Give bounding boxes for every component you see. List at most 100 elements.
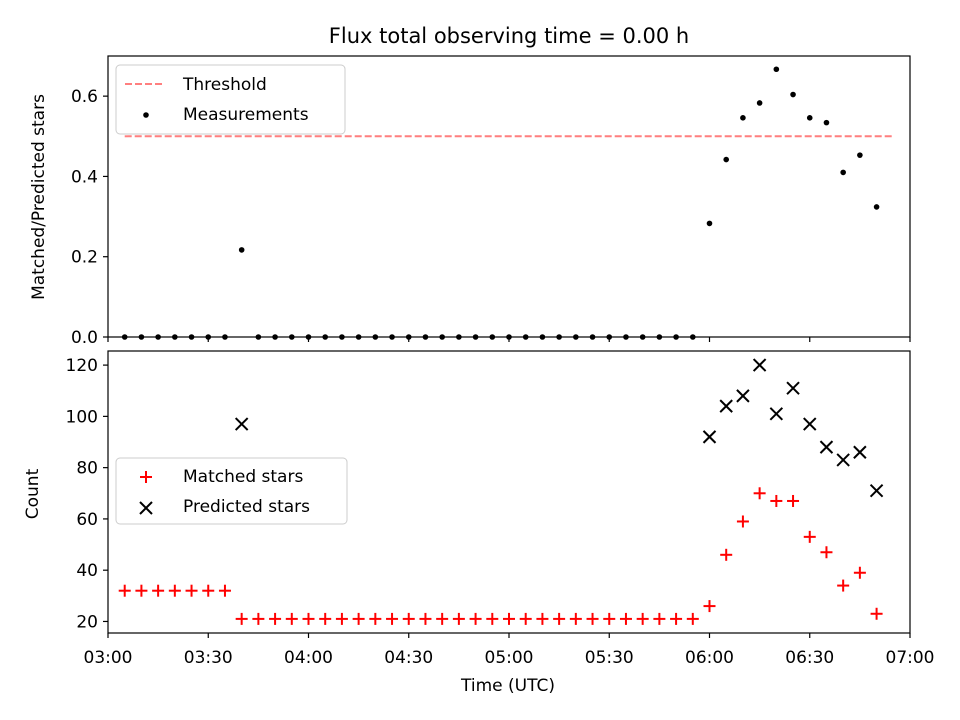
measurement-point: [806, 115, 813, 121]
matched-star-point: [135, 584, 148, 597]
bottom-y-tick-label: 80: [76, 459, 98, 479]
matched-star-point: [870, 607, 883, 620]
predicted-star-point: [803, 417, 817, 431]
top-y-tick-label: 0.6: [71, 87, 98, 107]
threshold-legend-label: Threshold: [182, 75, 267, 95]
measurement-point: [723, 156, 730, 163]
top-legend-box: [115, 64, 346, 135]
matched-star-point: [636, 612, 649, 625]
predicted-star-point: [752, 358, 767, 372]
matched-star-point: [419, 612, 432, 625]
x-tick-label: 05:00: [485, 648, 534, 668]
matched-star-point: [586, 612, 599, 625]
matched-star-point: [536, 612, 549, 625]
measurement-point: [740, 115, 746, 121]
bottom-plot-frame: [107, 350, 911, 634]
top-y-tick-label: 0.4: [71, 167, 98, 187]
x-axis-label: Time (UTC): [460, 676, 555, 696]
matched-star-point: [436, 612, 449, 625]
measurement-point: [790, 91, 796, 98]
matched-star-point: [269, 612, 282, 625]
bottom-y-axis-label: Count: [23, 468, 43, 519]
measurement-point: [706, 220, 713, 227]
bottom-y-tick-label: 120: [66, 356, 98, 376]
count-points: [118, 358, 884, 625]
matched-star-point: [302, 612, 315, 625]
matched-star-point: [218, 584, 231, 597]
bottom-y-ticks: 20 40 60 80 100 120: [66, 356, 108, 632]
matched-legend-swatch: [140, 471, 152, 483]
measurement-points: [121, 66, 880, 340]
matched-star-point: [185, 584, 198, 597]
measurements-legend-label: Measurements: [183, 105, 309, 125]
matched-star-point: [569, 612, 582, 625]
matched-star-point: [503, 612, 515, 625]
matched-star-point: [686, 612, 699, 625]
x-tick-label: 04:00: [284, 648, 333, 668]
matched-star-point: [653, 612, 666, 625]
matched-star-point: [235, 612, 248, 625]
matched-star-point: [603, 612, 616, 625]
matched-star-point: [168, 584, 181, 597]
predicted-star-point: [869, 484, 884, 498]
matched-star-point: [469, 612, 482, 625]
measurement-point: [773, 66, 780, 73]
predicted-star-point: [736, 389, 750, 403]
bottom-legend: Matched stars Predicted stars: [115, 457, 348, 525]
matched-star-point: [803, 530, 816, 543]
top-panel: Flux total observing time = 0.00 h Match…: [29, 24, 911, 348]
predicted-star-point: [786, 381, 800, 395]
predicted-star-point: [234, 417, 249, 431]
matched-star-point: [402, 612, 415, 625]
matched-star-point: [369, 612, 382, 625]
matched-star-point: [319, 612, 332, 625]
predicted-legend-label: Predicted stars: [183, 497, 310, 517]
matched-star-point: [736, 515, 749, 528]
top-legend: Threshold Measurements: [115, 64, 346, 135]
top-y-tick-label: 0.0: [71, 328, 98, 348]
measurement-point: [840, 169, 846, 176]
matched-star-point: [853, 566, 866, 579]
x-tick-label: 03:30: [184, 648, 233, 668]
top-y-ticks: 0.0 0.2 0.4 0.6: [71, 87, 108, 348]
measurement-point: [756, 100, 763, 106]
bottom-legend-box: [115, 457, 348, 525]
matched-star-point: [553, 612, 566, 625]
chart-title: Flux total observing time = 0.00 h: [329, 24, 689, 48]
matched-star-point: [519, 612, 532, 625]
x-tick-label: 07:00: [886, 648, 935, 668]
predicted-star-point: [853, 445, 867, 459]
matched-star-point: [837, 579, 850, 592]
predicted-star-point: [719, 399, 733, 413]
x-tick-label: 04:30: [384, 648, 433, 668]
x-tick-label: 06:30: [785, 648, 834, 668]
bottom-y-tick-label: 40: [76, 561, 98, 581]
bottom-y-tick-label: 100: [66, 407, 98, 427]
x-tick-label: 03:00: [84, 648, 133, 668]
matched-star-point: [787, 494, 800, 507]
matched-star-point: [118, 584, 131, 597]
matched-star-point: [770, 494, 783, 507]
matched-star-point: [152, 584, 165, 597]
predicted-star-point: [702, 430, 717, 444]
matched-star-point: [486, 612, 499, 625]
top-plot-frame: [107, 55, 911, 338]
matched-star-point: [386, 612, 399, 625]
bottom-x-ticks: 03:00 03:30 04:00 04:30 05:00 05:30 06:00 06:30…: [84, 633, 935, 668]
matched-star-point: [452, 612, 465, 625]
measurement-point: [857, 152, 863, 158]
predicted-star-point: [769, 407, 784, 421]
matched-legend-label: Matched stars: [183, 467, 303, 487]
matched-star-point: [335, 612, 348, 625]
x-tick-label: 05:30: [585, 648, 634, 668]
predicted-star-point: [819, 440, 834, 454]
matched-star-point: [720, 548, 733, 561]
measurements-legend-swatch: [143, 112, 149, 118]
matched-star-point: [619, 612, 632, 625]
matched-star-point: [670, 612, 683, 625]
bottom-y-tick-label: 20: [76, 612, 98, 632]
measurement-point: [823, 119, 830, 126]
matched-star-point: [820, 546, 833, 559]
matched-star-point: [252, 612, 265, 625]
